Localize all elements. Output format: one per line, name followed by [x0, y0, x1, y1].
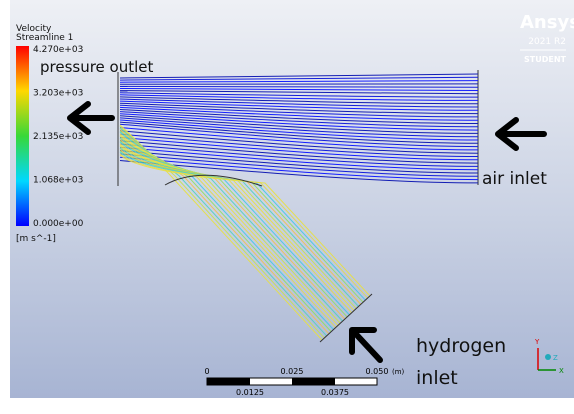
air-streamline [120, 81, 478, 83]
scale-label: 0 [204, 367, 209, 376]
legend-unit: [m s^-1] [16, 234, 56, 244]
hydrogen-label: hydrogen [416, 335, 506, 357]
legend-tick-label: 2.135e+03 [33, 132, 83, 142]
colorbar [16, 46, 29, 226]
logo-version: 2021 R2 [528, 37, 566, 47]
triad-label: X [559, 367, 564, 375]
legend-tick-label: 4.270e+03 [33, 45, 83, 55]
triad-label: Z [553, 354, 558, 362]
logo-name: Ansys [520, 12, 574, 33]
scale-label: 0.0125 [236, 388, 264, 397]
hydrogen-streamline [120, 149, 361, 304]
arrow-hydrogen [352, 330, 380, 360]
triad: Y Z X [534, 338, 564, 375]
page: {"legend": {"title": "Velocity", "subtit… [0, 0, 574, 414]
air-streamline [120, 89, 478, 91]
scale-label: 0.050 [366, 367, 389, 376]
logo-edition: STUDENT [524, 55, 567, 64]
arrow-air [498, 120, 544, 148]
hydrogen-streamline [120, 155, 370, 296]
scale-unit: (m) [392, 368, 405, 376]
triad-label: Y [534, 338, 540, 346]
air-streamline [120, 86, 478, 87]
pressure-outlet-label: pressure outlet [40, 58, 154, 76]
scene: Velocity Streamline 1 [m s^-1] 4.270e+03… [0, 0, 574, 414]
arrow-outlet [70, 104, 112, 132]
scale-bar [207, 378, 377, 385]
inlet-label: inlet [416, 367, 458, 389]
scale-label: 0.0375 [321, 388, 349, 397]
legend-tick-label: 0.000e+00 [33, 219, 84, 229]
legend-subtitle: Streamline 1 [16, 33, 73, 43]
air-inlet-label: air inlet [482, 169, 547, 189]
scale-label: 0.025 [281, 367, 304, 376]
legend-tick-label: 3.203e+03 [33, 89, 83, 99]
legend-tick-label: 1.068e+03 [33, 176, 83, 186]
